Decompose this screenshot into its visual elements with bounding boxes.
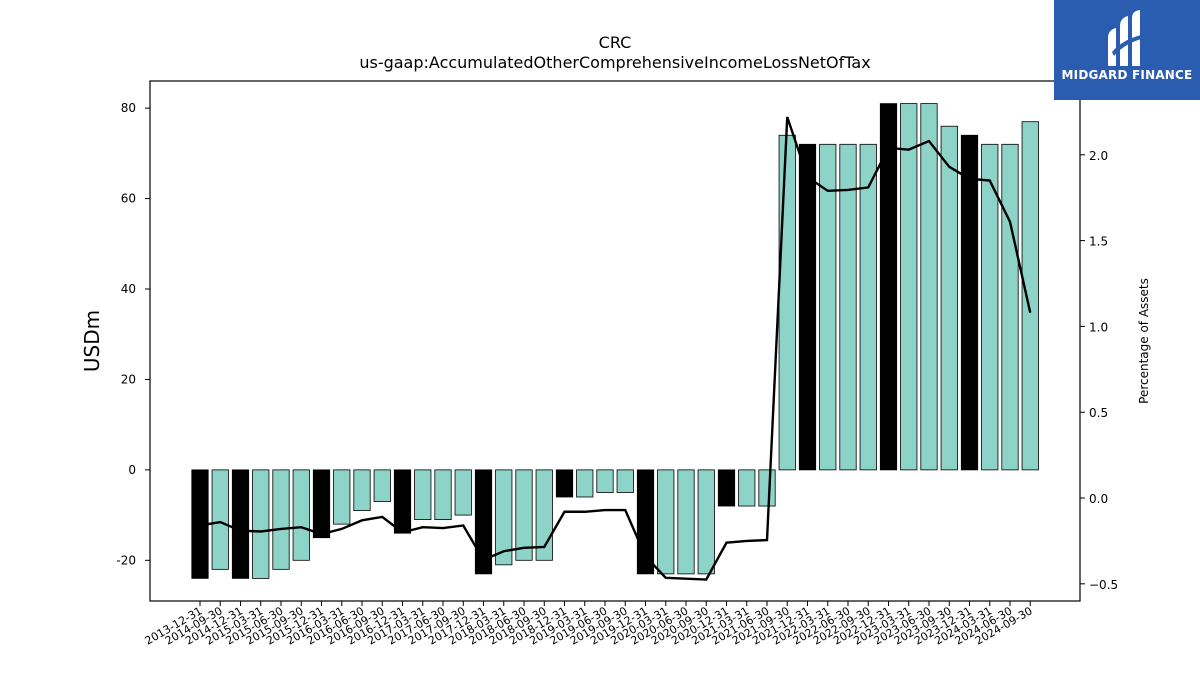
bar-2024-03-31	[981, 143, 999, 471]
y-ticks-right: −0.5 0.0 0.5 1.0 1.5 2.0	[1080, 149, 1118, 592]
chart-subtitle: us-gaap:AccumulatedOtherComprehensiveInc…	[359, 53, 870, 72]
bar-2018-06-30	[515, 469, 533, 561]
bar-2017-12-31	[474, 469, 493, 575]
bar-2019-03-31	[576, 469, 594, 498]
bar-2023-06-30	[920, 103, 938, 471]
bar-2015-12-31	[312, 469, 331, 539]
y-tick-label: 60	[121, 192, 136, 206]
y-tick-label: -20	[116, 553, 136, 567]
bar-2022-06-30	[839, 143, 857, 471]
bar-2021-06-30	[758, 469, 776, 507]
bar-2021-12-31	[798, 143, 817, 471]
bar-2022-09-30	[859, 143, 877, 471]
percentage-of-assets-line	[199, 116, 1032, 581]
midgard-finance-logo: MIDGARD FINANCE	[1054, 0, 1200, 100]
logo-brand-text: MIDGARD FINANCE	[1061, 68, 1193, 82]
bar-2017-09-30	[454, 469, 472, 516]
bar-2021-09-30	[778, 134, 796, 471]
bar-2023-03-31	[900, 103, 918, 471]
y-tick-label: 20	[121, 372, 136, 386]
bar-2018-12-31	[555, 469, 574, 498]
bar-2020-06-30	[677, 469, 695, 575]
bar-2020-03-31	[657, 469, 675, 575]
bar-2015-03-31	[252, 469, 270, 579]
bar-2016-03-31	[333, 469, 351, 525]
y2-axis-label: Percentage of Assets	[1137, 278, 1151, 404]
y2-tick-label: 2.0	[1089, 149, 1108, 163]
bar-2021-03-31	[738, 469, 756, 507]
bar-2024-09-30	[1021, 121, 1039, 471]
bar-2018-03-31	[495, 469, 513, 566]
bar-2020-12-31	[717, 469, 736, 507]
bar-2019-09-30	[616, 469, 634, 493]
plot-frame	[149, 80, 1081, 602]
y2-tick-label: 0.5	[1089, 406, 1108, 420]
bar-2019-12-31	[636, 469, 655, 575]
y2-tick-label: −0.5	[1089, 578, 1118, 592]
bar-2017-06-30	[434, 469, 452, 521]
logo-mark-icon	[1108, 10, 1146, 66]
y2-tick-label: 1.5	[1089, 235, 1108, 249]
bar-2020-09-30	[697, 469, 715, 575]
bar-2016-12-31	[393, 469, 412, 534]
bar-2014-09-30	[211, 469, 229, 570]
bars-group	[191, 103, 1039, 579]
y-tick-label: 40	[121, 282, 136, 296]
bar-2014-12-31	[231, 469, 250, 579]
y-ticks-left: -20 0 20 40 60 80	[116, 101, 150, 567]
x-ticks: 2013-12-312014-09-302014-12-312015-03-31…	[143, 601, 1035, 648]
bar-2022-12-31	[879, 103, 898, 471]
bar-2024-06-30	[1001, 143, 1019, 471]
y2-tick-label: 0.0	[1089, 492, 1108, 506]
bar-2023-12-31	[960, 134, 979, 471]
y-tick-label: 80	[121, 101, 136, 115]
chart-title: CRC	[599, 33, 632, 52]
y-tick-label: 0	[128, 463, 136, 477]
bar-2015-09-30	[292, 469, 310, 561]
bar-2016-06-30	[353, 469, 371, 511]
bar-2023-09-30	[940, 125, 958, 471]
y2-tick-label: 1.0	[1089, 320, 1108, 334]
bar-2019-06-30	[596, 469, 614, 493]
bar-2015-06-30	[272, 469, 290, 570]
bar-2016-09-30	[373, 469, 391, 502]
bar-2022-03-31	[819, 143, 837, 471]
bar-2017-03-31	[414, 469, 432, 521]
y-axis-label: USDm	[80, 310, 104, 372]
line-group	[199, 116, 1032, 581]
